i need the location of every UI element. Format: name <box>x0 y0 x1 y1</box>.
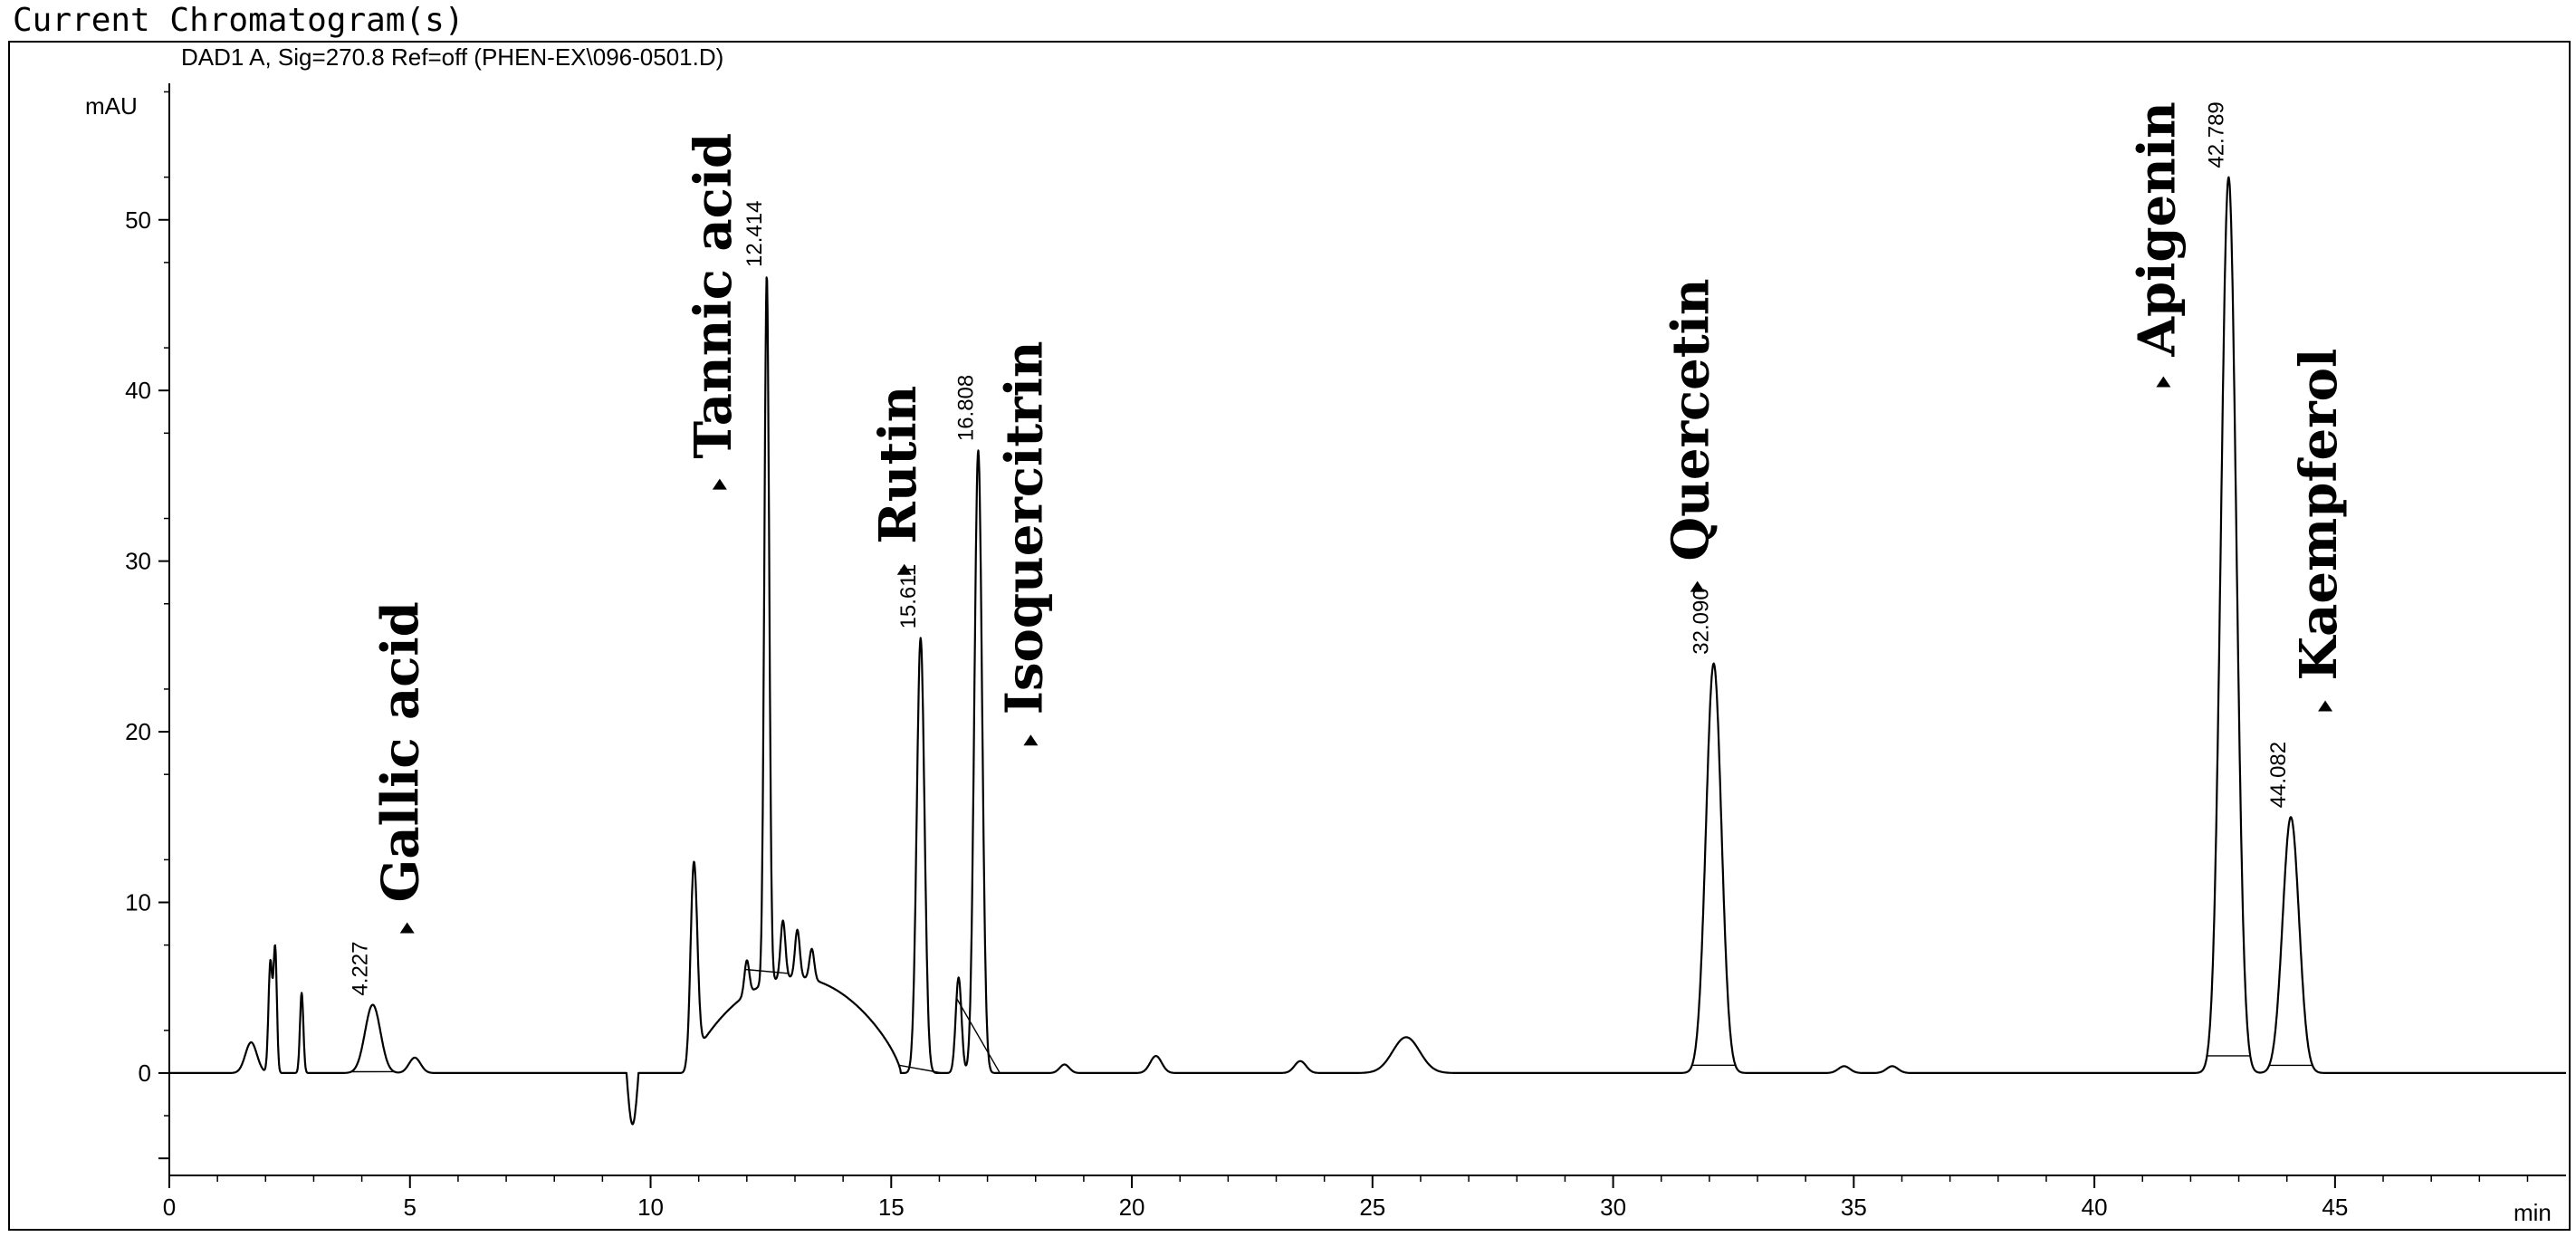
y-axis-label: mAU <box>85 92 138 120</box>
peak-baseline <box>955 997 1001 1074</box>
compound-label: Rutin <box>868 386 928 544</box>
compound-label: Tannic acid <box>684 133 743 459</box>
compound-label: Isoquercitrin <box>994 340 1054 714</box>
compound-arrow-marker <box>712 478 727 490</box>
x-tick-label: 10 <box>637 1194 664 1221</box>
x-tick-label: 25 <box>1359 1194 1385 1221</box>
retention-time-label: 42.789 <box>2204 101 2228 168</box>
y-tick-label: 30 <box>125 548 151 575</box>
compound-arrow-marker <box>896 563 912 575</box>
compound-arrow-marker <box>2318 700 2333 712</box>
x-tick-label: 35 <box>1841 1194 1867 1221</box>
peak-baseline <box>744 968 789 974</box>
compound-label: Kaempferol <box>2289 349 2349 681</box>
retention-time-label: 16.808 <box>953 375 978 441</box>
compound-arrow-marker <box>399 922 415 934</box>
compound-label: Quercetin <box>1661 278 1721 561</box>
x-tick-label: 30 <box>1600 1194 1626 1221</box>
x-tick-label: 15 <box>878 1194 905 1221</box>
x-axis-ticks: 0 5 10 15 20 25 30 35 40 45 <box>163 1175 2529 1221</box>
compound-label: Apigenin <box>2127 101 2187 357</box>
retention-time-label: 32.090 <box>1690 588 1714 654</box>
peak-baselines <box>350 968 2313 1074</box>
peak-baseline <box>898 1064 943 1074</box>
compound-arrow-marker <box>1690 580 1705 592</box>
y-tick-label: 20 <box>125 718 151 745</box>
y-tick-label: 0 <box>139 1060 151 1087</box>
x-tick-label: 5 <box>404 1194 417 1221</box>
compound-arrow-marker <box>2156 376 2171 388</box>
retention-time-label: 4.227 <box>349 942 373 996</box>
retention-time-labels: 4.22712.41415.61116.80832.09042.78944.08… <box>349 101 2291 995</box>
signal-label: DAD1 A, Sig=270.8 Ref=off (PHEN-EX\096-0… <box>181 43 723 71</box>
plot-frame <box>8 41 2571 1231</box>
y-tick-label: 10 <box>125 889 151 916</box>
retention-time-label: 44.082 <box>2266 742 2291 808</box>
y-axis-ticks: 0 10 20 30 40 50 <box>125 91 169 1160</box>
window-title: Current Chromatogram(s) <box>13 2 464 39</box>
x-tick-label: 0 <box>163 1194 176 1221</box>
y-tick-label: 50 <box>125 206 151 234</box>
compound-label: Gallic acid <box>371 601 431 902</box>
chromatogram-trace <box>168 176 2567 1126</box>
retention-time-label: 12.414 <box>742 201 767 267</box>
x-tick-label: 20 <box>1119 1194 1145 1221</box>
x-tick-label: 45 <box>2322 1194 2348 1221</box>
compound-arrow-marker <box>1023 734 1039 746</box>
x-axis-label: min <box>2514 1199 2552 1226</box>
compound-labels: Gallic acid Tannic acid Rutin Isoquercitrin… <box>371 101 2349 934</box>
x-tick-label: 40 <box>2082 1194 2108 1221</box>
y-tick-label: 40 <box>125 377 151 404</box>
